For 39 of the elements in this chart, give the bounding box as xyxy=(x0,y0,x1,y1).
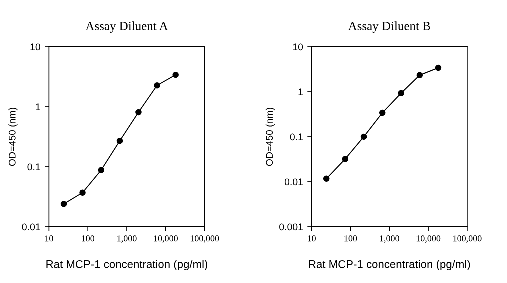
point xyxy=(360,134,368,140)
point xyxy=(323,176,330,182)
x-tick-label: 100,000 xyxy=(190,236,220,243)
y-tick-label: 10 xyxy=(30,44,40,51)
chart-title: Assay Diluent A xyxy=(86,22,168,34)
point xyxy=(98,167,105,174)
x-tick-label: 100,000 xyxy=(454,236,482,243)
x-tick-label: 1,000 xyxy=(118,236,137,243)
x-tick-label: 10 xyxy=(308,236,316,242)
x-axis-title: Rat MCP-1 concentration (pg/ml) xyxy=(309,260,470,271)
x-tick-label: 1,000 xyxy=(380,236,400,243)
x-tick-label: 10,000 xyxy=(154,236,178,243)
y-tick-label: 0.01 xyxy=(284,178,303,186)
point xyxy=(60,201,68,208)
point xyxy=(154,82,160,89)
point xyxy=(136,109,142,116)
x-tick-label: 10 xyxy=(45,236,54,242)
x-tick-label: 100 xyxy=(82,236,95,242)
y-axis-title: OD=450 (nm) xyxy=(8,108,18,166)
point xyxy=(379,110,386,116)
y-tick-label: 0.1 xyxy=(28,164,40,171)
point xyxy=(398,90,404,97)
y-tick-label: 1 xyxy=(36,104,40,110)
point xyxy=(342,156,349,162)
x-axis-title: Rat MCP-1 concentration (pg/ml) xyxy=(46,260,208,271)
y-tick-label: 0.1 xyxy=(290,134,303,141)
x-tick-label: 10,000 xyxy=(416,236,441,243)
point xyxy=(80,190,86,196)
point xyxy=(416,72,424,78)
y-tick-label: 0.001 xyxy=(280,224,303,231)
point xyxy=(172,72,179,78)
y-tick-label: 1 xyxy=(298,88,303,96)
point xyxy=(435,64,442,72)
y-axis-title: OD=450 (nm) xyxy=(266,108,275,166)
y-tick-label: 0.01 xyxy=(22,224,40,231)
y-tick-label: 10 xyxy=(293,44,304,51)
x-tick-label: 100 xyxy=(344,236,358,242)
point xyxy=(116,138,124,144)
chart-title: Assay Diluent B xyxy=(348,22,430,34)
